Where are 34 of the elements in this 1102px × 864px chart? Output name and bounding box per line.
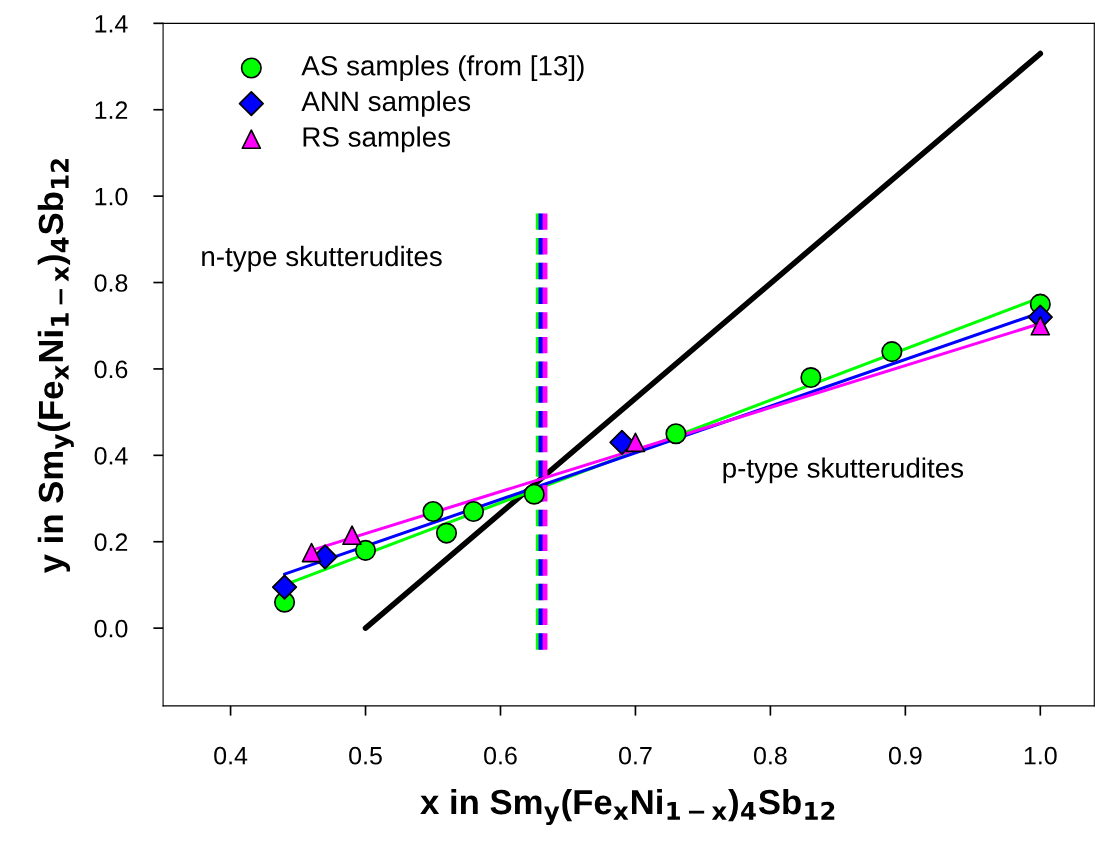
text: x in Sm$_{y}$(Fe$_{x}$Ni$_{1−x}$)$_{4}$Sb$_{12}$	[420, 788, 835, 826]
y-tick-label: 1.4	[95, 15, 128, 33]
y-tick-label: 0.2	[94, 533, 128, 552]
x-tick-label: 0.5	[349, 746, 382, 765]
y-tick-label: 0.6	[94, 360, 128, 379]
point	[271, 574, 298, 600]
legend-label: ANN samples	[301, 90, 471, 117]
legend-label: AS samples (from [13])	[301, 55, 584, 82]
annotation: p-type skutterudites	[723, 457, 964, 484]
text: y in Sm$_{y}$(Fe$_{x}$Ni$_{1−x}$)$_{4}$Sb$_{12}$	[37, 159, 74, 574]
y-tick-label: 0.4	[94, 446, 128, 465]
point	[523, 483, 545, 505]
y-tick-label: 0.8	[94, 274, 128, 292]
point	[301, 542, 322, 563]
x-tick-label: 0.6	[484, 746, 517, 765]
point	[422, 500, 444, 523]
x-tick-label: 0.8	[754, 746, 787, 765]
point	[881, 341, 903, 363]
annotation: n-type skutterudites	[202, 245, 442, 272]
point	[342, 525, 362, 546]
x-tick-label: 0.7	[619, 746, 652, 765]
point	[354, 539, 377, 561]
x-tick-label: 0.4	[214, 746, 248, 765]
point	[435, 522, 458, 544]
y-tick-label: 1.2	[95, 101, 128, 119]
point	[625, 432, 646, 453]
y-tick-label: 1.0	[95, 187, 128, 206]
x-tick-label: 0.9	[888, 746, 922, 765]
point	[665, 423, 687, 445]
x-tick-label: 1.0	[1024, 746, 1057, 765]
legend-label: RS samples	[303, 126, 451, 153]
y-tick-label: 0.0	[94, 619, 128, 638]
point	[800, 367, 822, 389]
point	[462, 500, 485, 523]
